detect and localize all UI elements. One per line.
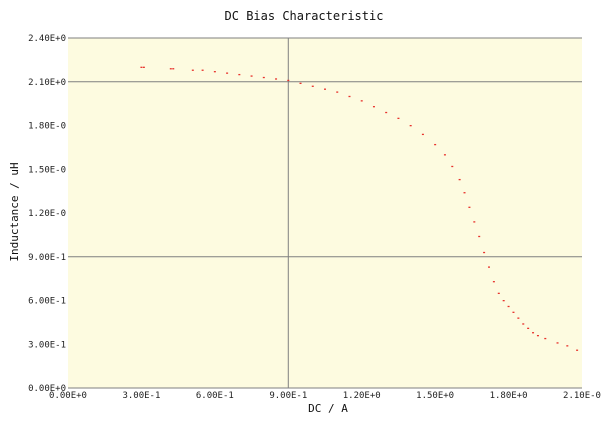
y-tick-label: 3.00E-1 xyxy=(28,340,66,350)
data-point xyxy=(250,75,253,77)
y-tick-label: 1.80E-0 xyxy=(28,122,66,132)
data-point xyxy=(421,133,424,136)
data-point xyxy=(201,69,204,71)
x-tick-label: 1.20E+0 xyxy=(343,391,381,401)
data-point xyxy=(372,106,375,108)
data-point xyxy=(556,342,559,344)
axis-ticks: 0.00E+0 3.00E-1 6.00E-1 9.00E-1 1.20E-0 1.50E… xyxy=(28,34,601,401)
data-series xyxy=(140,66,579,351)
data-point xyxy=(385,111,388,114)
y-tick-label: 2.10E+0 xyxy=(28,78,66,88)
x-tick-label: 9.00E-1 xyxy=(269,391,307,401)
y-axis-label: Inductance / uH xyxy=(8,162,21,261)
data-point xyxy=(507,305,510,308)
x-tick-label: 1.50E+0 xyxy=(416,391,454,401)
data-point xyxy=(226,72,229,74)
data-point xyxy=(502,300,505,302)
data-point xyxy=(397,117,400,120)
x-tick-label: 6.00E-1 xyxy=(196,391,234,401)
data-point xyxy=(287,79,290,82)
data-point xyxy=(536,335,539,337)
data-point xyxy=(487,266,490,268)
y-tick-label: 0.00E+0 xyxy=(28,384,66,394)
data-point xyxy=(409,125,412,127)
data-point xyxy=(473,221,476,223)
data-point xyxy=(238,73,241,76)
data-point xyxy=(576,349,579,351)
plot-area xyxy=(68,38,582,388)
data-point xyxy=(169,68,172,70)
data-point xyxy=(336,91,339,93)
data-point xyxy=(360,100,363,102)
data-point xyxy=(324,88,326,90)
data-point xyxy=(142,66,145,68)
data-point xyxy=(468,206,471,208)
data-point xyxy=(299,82,302,85)
data-point xyxy=(566,345,569,347)
data-point xyxy=(492,281,495,283)
y-tick-label: 2.40E+0 xyxy=(28,34,66,44)
data-point xyxy=(463,192,466,194)
x-tick-label: 3.00E-1 xyxy=(122,391,160,401)
data-point xyxy=(451,165,454,168)
data-point xyxy=(527,327,530,330)
chart-title: DC Bias Characteristic xyxy=(225,9,384,23)
data-point xyxy=(140,66,143,68)
data-point xyxy=(443,154,446,156)
x-tick-label: 2.10E-0 xyxy=(563,391,601,401)
y-tick-label: 9.00E-1 xyxy=(28,253,66,263)
data-point xyxy=(544,337,547,340)
data-point xyxy=(434,143,437,146)
data-point xyxy=(213,71,216,73)
data-point xyxy=(458,178,461,181)
data-point xyxy=(517,317,520,319)
data-point xyxy=(522,323,525,325)
data-point xyxy=(497,292,500,295)
data-point xyxy=(275,78,278,80)
data-point xyxy=(262,76,265,79)
y-tick-label: 1.50E-0 xyxy=(28,165,66,175)
x-tick-label: 0.00E+0 xyxy=(49,391,87,401)
data-point xyxy=(191,69,194,71)
data-point xyxy=(512,311,515,313)
data-point xyxy=(532,332,535,334)
x-tick-label: 1.80E+0 xyxy=(490,391,528,401)
y-tick-label: 6.00E-1 xyxy=(28,297,66,307)
data-point xyxy=(478,235,481,238)
data-point xyxy=(311,85,314,87)
grid-lines xyxy=(68,37,582,389)
data-point xyxy=(483,251,486,254)
y-tick-label: 1.20E-0 xyxy=(28,209,66,219)
data-point xyxy=(172,68,175,70)
x-axis-label: DC / A xyxy=(308,402,348,415)
data-point xyxy=(348,95,351,98)
